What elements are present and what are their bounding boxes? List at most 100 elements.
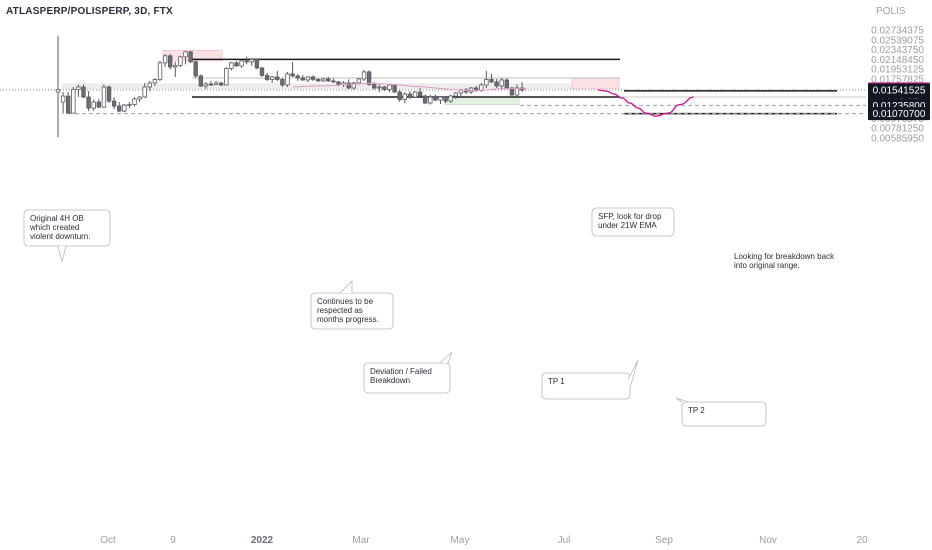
candle-body: [224, 67, 229, 86]
candle-body: [122, 104, 127, 112]
x-axis-tick: 9: [170, 535, 176, 546]
candle-body: [290, 73, 295, 77]
candle-body: [111, 100, 117, 107]
candle-body: [320, 78, 326, 82]
candle-body: [351, 82, 356, 89]
candle-body: [509, 87, 515, 96]
candle-body: [489, 79, 494, 83]
candle-body: [402, 93, 407, 100]
candle-body: [407, 93, 413, 98]
candle-body: [310, 76, 316, 80]
x-axis-tick: May: [451, 535, 470, 546]
candle-body: [244, 60, 249, 63]
svg-text:0.01070700: 0.01070700: [873, 109, 926, 120]
x-axis-tick: Jul: [558, 535, 571, 546]
candle-body: [315, 79, 321, 82]
candle-body: [76, 86, 81, 90]
candle-body: [142, 86, 147, 98]
candle-body: [229, 62, 234, 69]
candle-body: [71, 89, 76, 114]
annotation-text: respected as: [317, 306, 363, 315]
candle-body: [55, 89, 61, 93]
candle-body: [417, 91, 423, 97]
candle-body: [305, 76, 311, 81]
candle-body: [254, 58, 260, 69]
candle-body: [295, 75, 300, 79]
annotation-text: months progress.: [317, 315, 379, 324]
y-axis-tick: 0.01953125: [871, 65, 924, 76]
candle-body: [280, 79, 285, 86]
y-axis-tick: 0.00585950: [871, 133, 924, 144]
candle-body: [147, 82, 152, 88]
candle-body: [484, 79, 489, 86]
candle-body: [361, 71, 367, 80]
candle-body: [504, 79, 509, 89]
candle-body: [157, 62, 163, 80]
candle-body: [412, 91, 418, 98]
candle-body: [203, 83, 209, 87]
price-badge: 0.01070700: [868, 107, 930, 121]
candle-body: [239, 60, 244, 67]
candle-body: [66, 95, 71, 114]
candle-body: [387, 84, 392, 90]
ema-21w-line: [292, 82, 528, 91]
candle-body: [91, 101, 96, 109]
candle-body: [366, 71, 372, 85]
candle-body: [152, 79, 158, 84]
annotation-text: violent downturn.: [30, 232, 90, 241]
annotation-text: under 21W EMA: [598, 221, 657, 230]
annotation-text: Continues to be: [317, 297, 374, 306]
y-axis-tick: 0.02343750: [871, 45, 924, 56]
candle-body: [101, 86, 107, 108]
candle-body: [392, 84, 397, 93]
candle-body: [438, 96, 443, 101]
candle-body: [213, 82, 219, 85]
y-axis-tick: 0.02539075: [871, 35, 924, 46]
candle-body: [377, 86, 382, 89]
candle-body: [397, 91, 402, 100]
candle-body: [162, 55, 168, 64]
candle-body: [479, 84, 484, 91]
candle-body: [382, 86, 387, 90]
candle-body: [326, 78, 331, 82]
candle-body: [183, 51, 188, 58]
x-axis-tick: 2022: [251, 535, 274, 546]
candle-body: [188, 51, 193, 63]
tp1-annotation: TP 1: [541, 359, 639, 400]
candle-body: [275, 76, 280, 80]
candle-body: [234, 62, 239, 67]
annotation-text: SFP, look for drop: [598, 212, 662, 221]
candle-body: [193, 61, 198, 77]
x-axis-tick: Nov: [759, 535, 777, 546]
candle-body: [285, 73, 290, 86]
candle-body: [218, 82, 224, 86]
svg-text:0.01235800: 0.01235800: [873, 101, 926, 112]
y-axis-tick: 0.00781250: [871, 124, 924, 135]
candle-body: [453, 92, 458, 97]
candle-body: [96, 101, 101, 108]
candle-body: [428, 96, 433, 104]
annotation-text: Breakdown: [370, 376, 410, 385]
annotation-text: into original range.: [734, 261, 800, 270]
candle-body: [331, 80, 336, 83]
candle-body: [208, 83, 214, 86]
x-axis-tick: 20: [856, 535, 868, 546]
candle-body: [264, 75, 270, 80]
annotation-text: TP 2: [688, 406, 705, 415]
candle-body: [137, 96, 142, 100]
candle-body: [117, 105, 122, 112]
svg-text:0.01541525: 0.01541525: [873, 85, 926, 96]
chart-title: ATLASPERP/POLISPERP, 3D, FTX: [6, 6, 173, 17]
candle-body: [468, 87, 474, 93]
candle-body: [356, 78, 362, 84]
candle-body: [300, 77, 305, 81]
candle-body: [81, 86, 86, 98]
candle-body: [499, 79, 504, 87]
y-axis-tick: 0.02148450: [871, 55, 924, 66]
annotation-text: Original 4H OB: [30, 214, 84, 223]
